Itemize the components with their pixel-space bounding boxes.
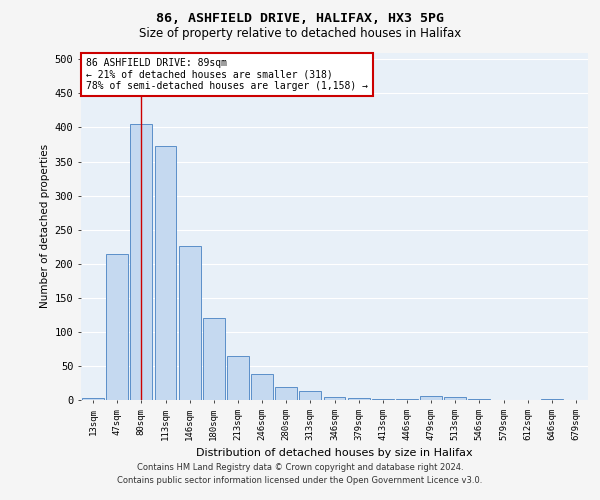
- Bar: [130, 124, 152, 400]
- Text: Contains HM Land Registry data © Crown copyright and database right 2024.: Contains HM Land Registry data © Crown c…: [137, 462, 463, 471]
- Text: Size of property relative to detached houses in Halifax: Size of property relative to detached ho…: [139, 28, 461, 40]
- Bar: [82, 398, 104, 400]
- Bar: [323, 396, 346, 400]
- Y-axis label: Number of detached properties: Number of detached properties: [40, 144, 50, 308]
- Text: 86 ASHFIELD DRIVE: 89sqm
← 21% of detached houses are smaller (318)
78% of semi-: 86 ASHFIELD DRIVE: 89sqm ← 21% of detach…: [86, 58, 368, 91]
- Bar: [106, 254, 128, 400]
- Bar: [203, 318, 224, 400]
- Bar: [299, 391, 321, 400]
- Text: Contains public sector information licensed under the Open Government Licence v3: Contains public sector information licen…: [118, 476, 482, 485]
- Bar: [251, 374, 273, 400]
- Bar: [469, 398, 490, 400]
- X-axis label: Distribution of detached houses by size in Halifax: Distribution of detached houses by size …: [196, 448, 473, 458]
- Bar: [179, 246, 200, 400]
- Bar: [420, 396, 442, 400]
- Bar: [227, 356, 249, 400]
- Text: 86, ASHFIELD DRIVE, HALIFAX, HX3 5PG: 86, ASHFIELD DRIVE, HALIFAX, HX3 5PG: [156, 12, 444, 26]
- Bar: [275, 387, 297, 400]
- Bar: [155, 146, 176, 400]
- Bar: [372, 398, 394, 400]
- Bar: [445, 396, 466, 400]
- Bar: [541, 398, 563, 400]
- Bar: [348, 398, 370, 400]
